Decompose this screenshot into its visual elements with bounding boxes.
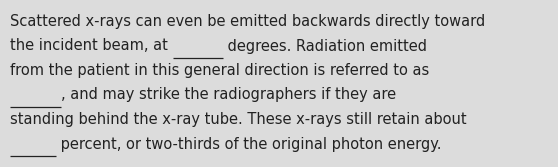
Text: Scattered x-rays can even be emitted backwards directly toward: Scattered x-rays can even be emitted bac… <box>10 14 485 29</box>
Text: percent, or two-thirds of the original photon energy.: percent, or two-thirds of the original p… <box>56 136 442 151</box>
Text: degrees. Radiation emitted: degrees. Radiation emitted <box>223 39 427 53</box>
Text: the incident beam, at: the incident beam, at <box>10 39 172 53</box>
Text: , and may strike the radiographers if they are: , and may strike the radiographers if th… <box>61 88 396 103</box>
Text: standing behind the x-ray tube. These x-rays still retain about: standing behind the x-ray tube. These x-… <box>10 112 466 127</box>
Text: from the patient in this general direction is referred to as: from the patient in this general directi… <box>10 63 429 78</box>
